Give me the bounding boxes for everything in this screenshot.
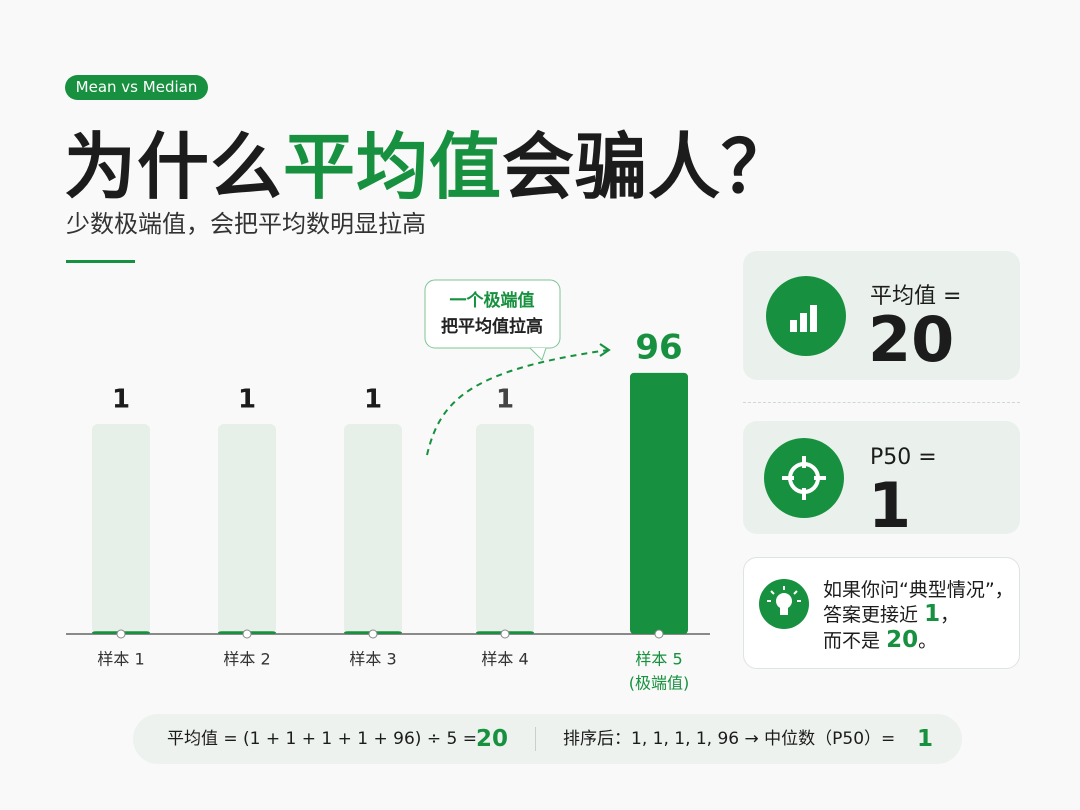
value-label: 96 [635,327,682,367]
icon [766,276,846,356]
mean-result: 20 [476,726,509,752]
card-value: 20 [868,303,955,376]
baseline-dot [368,629,378,639]
footer: 平均值 = (1 + 1 + 1 + 1 + 96) ÷ 5 = 20 排序后：… [133,714,962,764]
tip-text: 。 [918,630,938,652]
bar [630,372,688,634]
title-part: 会骗人？ [502,125,795,209]
chart: 一个极端值 把平均值拉高 1 样本 1 1 样本 2 1 样本 3 1 样本 4 96 样本 5 (… [66,279,710,693]
baseline-dot [500,629,510,639]
tip-text: 而不是 20。 [823,626,937,653]
bar-track [218,424,276,634]
title-highlight: 平均值 [283,125,503,209]
baseline-dot [654,629,664,639]
x-tick-label: 样本 4 [481,650,528,669]
value-label: 1 [112,385,130,415]
tip-card: 如果你问“典型情况”， 答案更接近 1， 而不是 20。 [743,557,1020,669]
icon [764,438,844,518]
divider [66,260,135,263]
baseline-dot [242,629,252,639]
title-part: 为什么 [64,125,284,209]
baseline-dot [116,629,126,639]
tip-text: 答案更接近 1， [823,600,959,627]
median-result: 1 [917,726,934,752]
x-tick-label: 样本 1 [97,650,144,669]
tip-number: 20 [886,627,919,653]
bar-track [476,424,534,634]
x-tick-label: 样本 5 [635,650,682,669]
badge: Mean vs Median [65,75,208,100]
annotation: 一个极端值 [450,290,535,311]
median-formula: 排序后：1, 1, 1, 1, 96 → 中位数（P50）= [563,729,896,749]
mean-formula: 平均值 = (1 + 1 + 1 + 1 + 96) ÷ 5 = [167,729,477,749]
title: 为什么平均值会骗人？ [64,108,794,213]
arrow-head [599,343,611,357]
value-label: 1 [238,385,256,415]
card-label: P50 = [870,445,937,470]
subtitle: 少数极端值，会把平均数明显拉高 [66,210,426,238]
bar-icon [790,305,817,332]
bulb-icon [759,579,809,629]
card-value: 1 [868,469,912,542]
arrow [426,349,609,456]
card-label: 平均值 = [870,284,962,309]
tip-text: ， [940,604,960,626]
tip-text: 而不是 [823,630,881,652]
tip-number: 1 [924,601,941,627]
annotation-tail [529,347,547,361]
x-tick-label: 样本 3 [349,650,396,669]
value-label: 1 [496,385,514,415]
tip-text: 如果你问“典型情况”， [823,579,1014,601]
bar-track [92,424,150,634]
annotation: 把平均值拉高 [441,316,543,337]
median-card: P50 = 1 [743,421,1020,542]
target-icon [782,456,826,500]
annotation-box [424,279,561,349]
category-note: (极端值) [629,674,690,693]
value-label: 1 [364,385,382,415]
mean-card: 平均值 = 20 [743,251,1020,380]
tip-text: 答案更接近 [823,604,919,626]
divider [535,727,536,751]
x-tick-label: 样本 2 [223,650,270,669]
separator [743,402,1020,403]
bar-track [344,424,402,634]
